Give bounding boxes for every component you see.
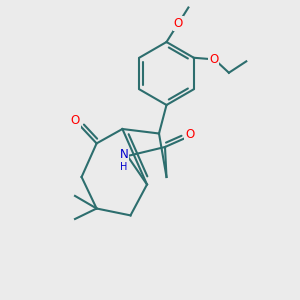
- Text: N: N: [119, 148, 128, 161]
- Text: O: O: [70, 114, 80, 127]
- Text: O: O: [185, 128, 194, 141]
- Text: O: O: [209, 53, 218, 66]
- Text: H: H: [120, 162, 128, 172]
- Text: O: O: [174, 17, 183, 30]
